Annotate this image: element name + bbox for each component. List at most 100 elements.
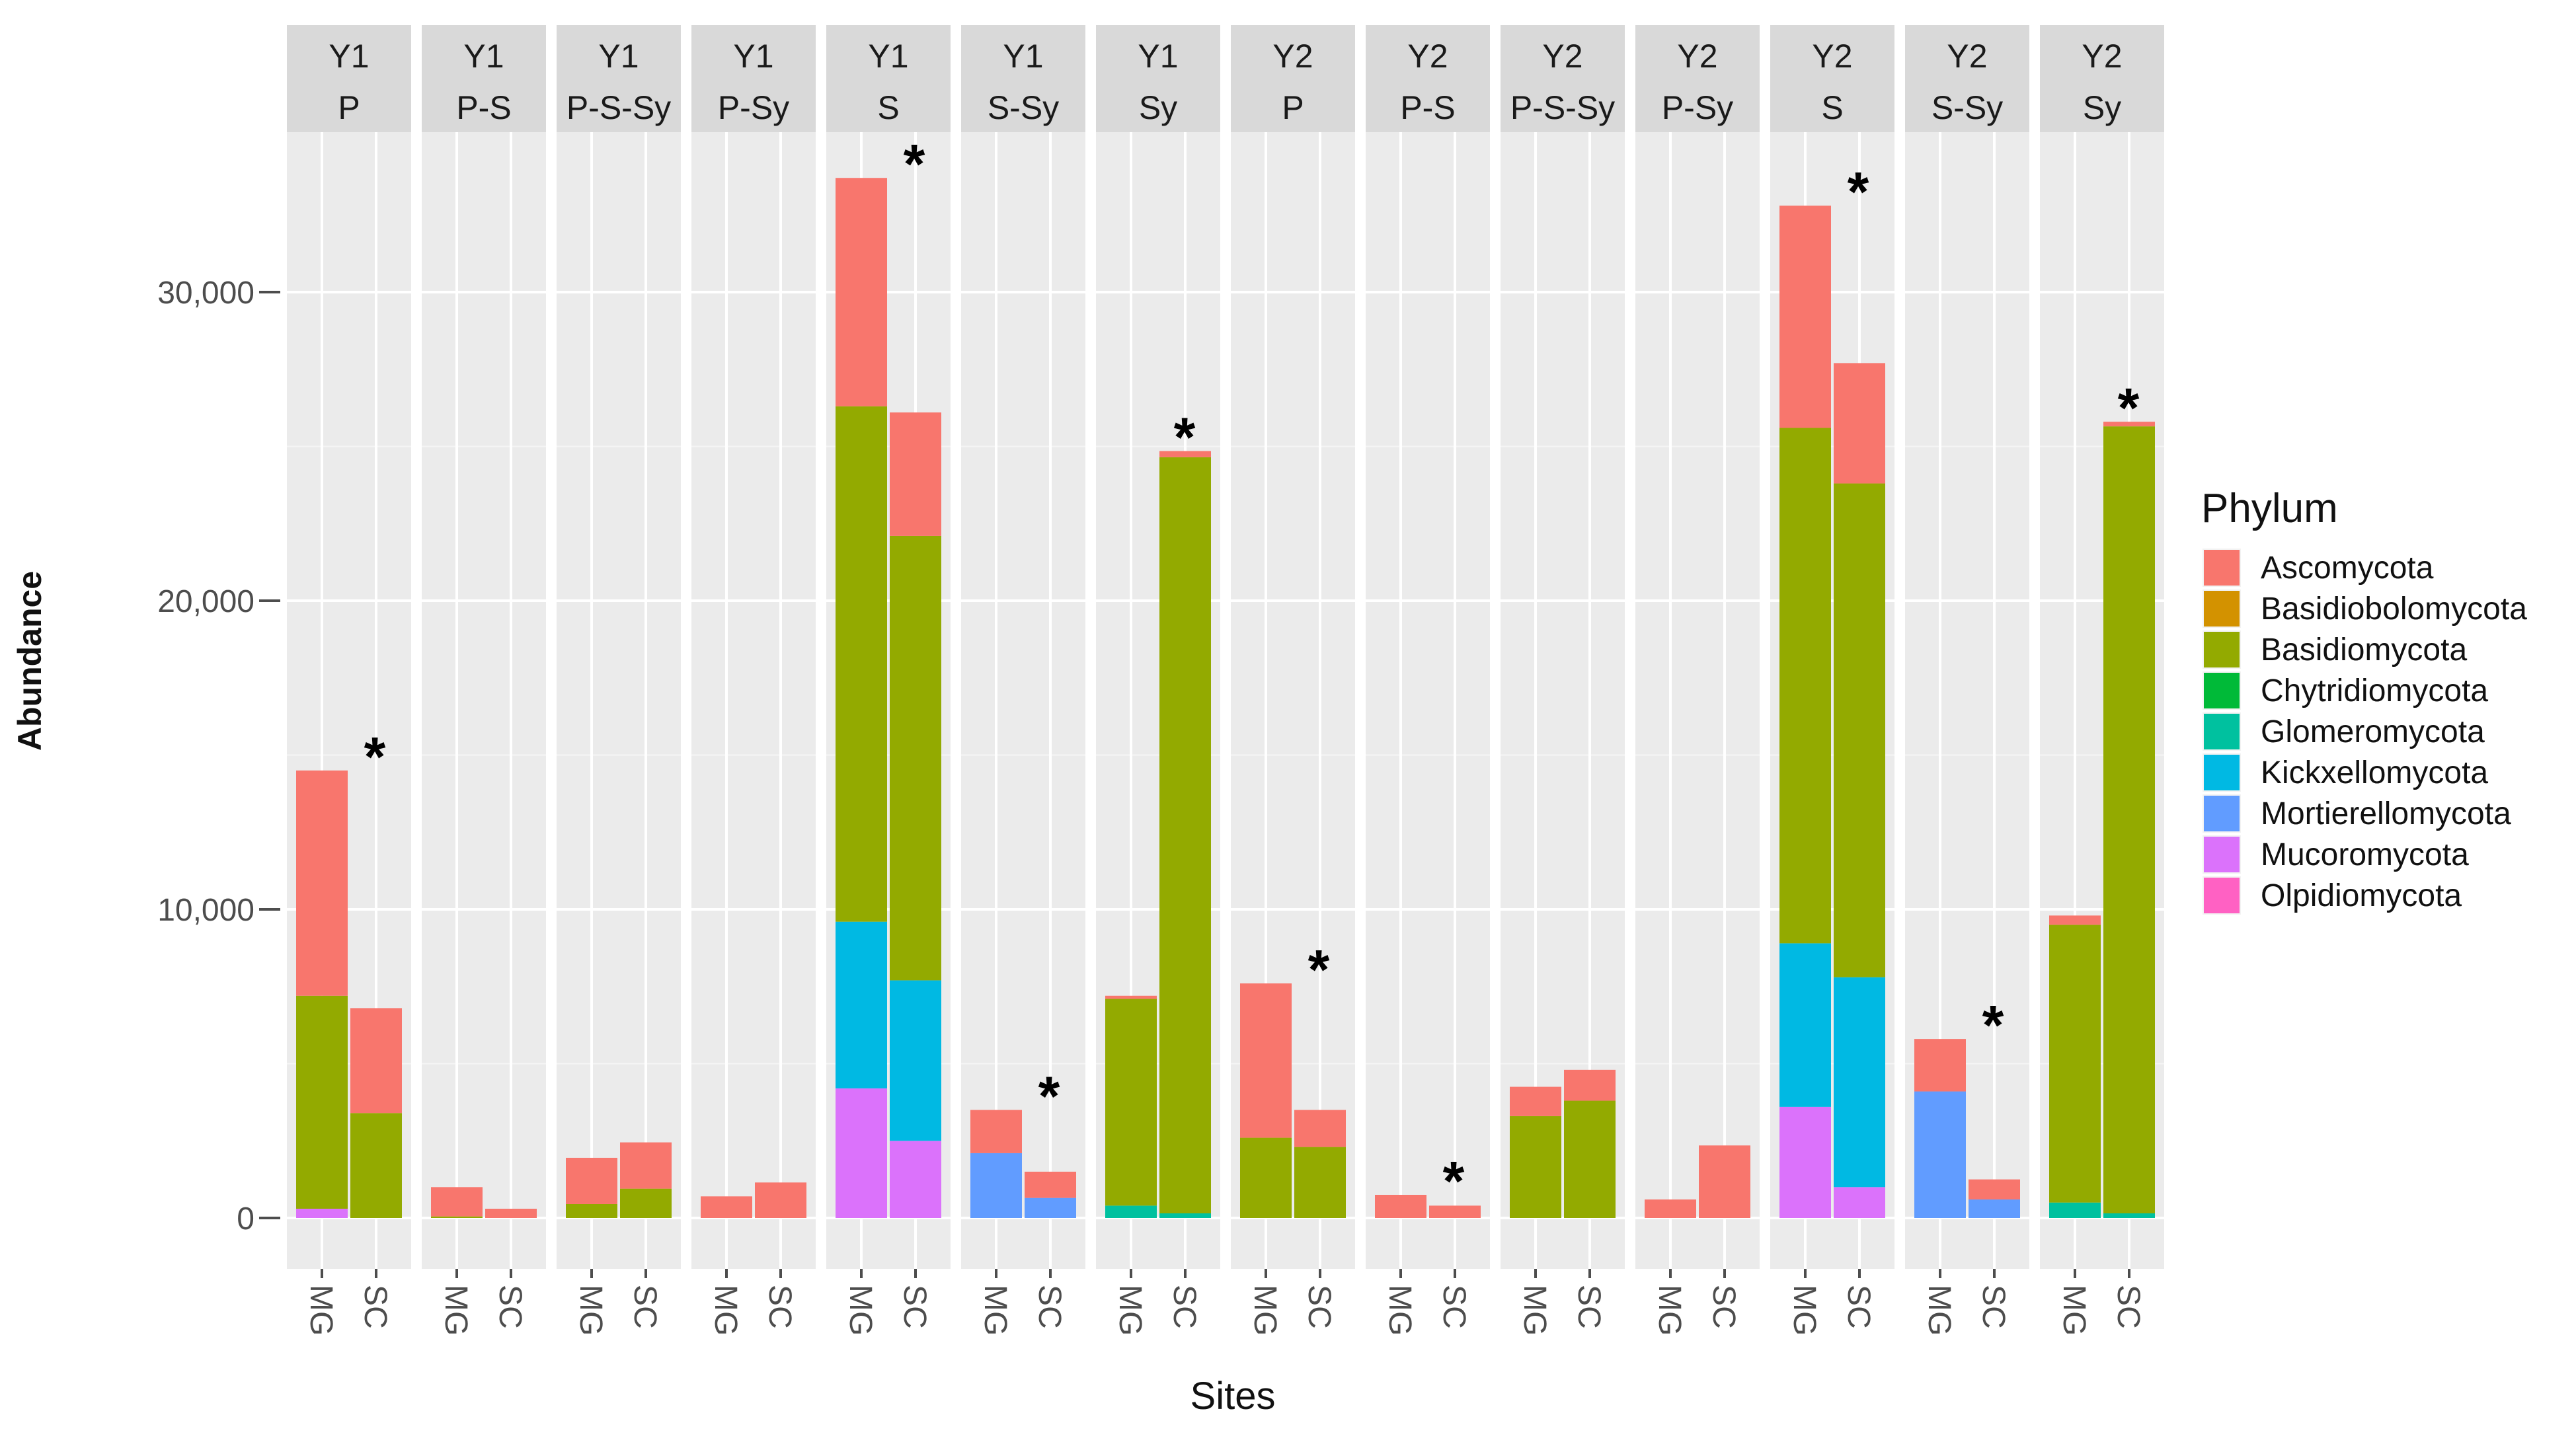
- x-tick-label-y2-sy-sc: SC: [2111, 1285, 2146, 1329]
- facet-strip-y2-p-sy: [1635, 25, 1760, 132]
- facet-strip-group-y2-p-s: P-S: [1400, 89, 1455, 126]
- legend-label-mucoromycota: Mucoromycota: [2261, 837, 2469, 872]
- x-tick-label-y1-p-sy-mg: MG: [708, 1285, 743, 1336]
- facet-strip-y1-p: [287, 25, 411, 132]
- bar-segment-y2-p-s-sc-ascomycota: [1429, 1205, 1481, 1218]
- x-tick-label-y2-s-sc: SC: [1841, 1285, 1876, 1329]
- x-tick-label-y2-p-s-sy-sc: SC: [1571, 1285, 1606, 1329]
- bar-segment-y1-p-sc-ascomycota: [350, 1008, 402, 1114]
- bar-segment-y2-p-sy-sc-ascomycota: [1699, 1145, 1750, 1218]
- legend-label-basidiobolomycota: Basidiobolomycota: [2261, 591, 2527, 627]
- facet-strip-group-y2-s: S: [1821, 89, 1843, 126]
- x-tick-label-y2-s-sy-sc: SC: [1976, 1285, 2011, 1329]
- bar-segment-y1-sy-mg-basidiomycota: [1105, 999, 1157, 1206]
- legend-label-chytridiomycota: Chytridiomycota: [2261, 673, 2488, 708]
- x-tick-label-y1-p-s-sy-mg: MG: [573, 1285, 608, 1336]
- bar-segment-y2-p-sc-basidiomycota: [1294, 1147, 1346, 1218]
- facet-strip-group-y1-sy: Sy: [1139, 89, 1177, 126]
- facet-strip-group-y1-p-sy: P-Sy: [718, 89, 789, 126]
- facet-strip-year-y1-p: Y1: [329, 38, 369, 75]
- facet-strip-group-y2-p-sy: P-Sy: [1662, 89, 1733, 126]
- x-tick-label-y2-sy-mg: MG: [2056, 1285, 2091, 1336]
- bar-segment-y2-s-sy-sc-mortierellomycota: [1969, 1199, 2020, 1218]
- x-tick-label-y1-p-sy-sc: SC: [762, 1285, 797, 1329]
- facet-strip-year-y2-sy: Y2: [2082, 38, 2122, 75]
- legend-label-olpidiomycota: Olpidiomycota: [2261, 878, 2462, 913]
- x-tick-label-y1-p-mg: MG: [303, 1285, 338, 1336]
- facet-panel-y1-p-sy: [691, 132, 816, 1269]
- legend-swatch-glomeromycota: [2204, 714, 2240, 749]
- legend-swatch-kickxellomycota: [2204, 755, 2240, 790]
- significance-star-y1-s: *: [904, 133, 925, 195]
- x-tick-label-y2-p-sy-sc: SC: [1706, 1285, 1741, 1329]
- y-tick-label-0: 0: [237, 1201, 254, 1236]
- facet-panel-y2-p-s: [1366, 132, 1490, 1269]
- bar-segment-y1-s-sc-mucoromycota: [890, 1141, 941, 1218]
- bar-segment-y2-p-s-mg-ascomycota: [1375, 1194, 1426, 1218]
- facet-strip-group-y2-s-sy: S-Sy: [1932, 89, 2003, 126]
- bar-segment-y1-p-s-sy-sc-ascomycota: [620, 1142, 672, 1189]
- x-tick-label-y1-sy-mg: MG: [1112, 1285, 1148, 1336]
- facet-strip-year-y1-s-sy: Y1: [1003, 38, 1043, 75]
- bar-segment-y2-s-sc-basidiomycota: [1834, 483, 1885, 977]
- facet-strip-year-y2-p: Y2: [1272, 38, 1313, 75]
- bar-segment-y2-sy-sc-basidiomycota: [2103, 426, 2155, 1213]
- bar-segment-y1-p-sy-mg-ascomycota: [701, 1196, 752, 1218]
- x-tick-label-y2-p-s-mg: MG: [1382, 1285, 1417, 1336]
- x-tick-label-y2-s-sy-mg: MG: [1922, 1285, 1957, 1336]
- facet-panel-y2-p-sy: [1635, 132, 1760, 1269]
- bar-segment-y2-p-sc-ascomycota: [1294, 1110, 1346, 1147]
- x-tick-label-y2-p-mg: MG: [1247, 1285, 1282, 1336]
- bar-segment-y2-p-sy-mg-ascomycota: [1645, 1199, 1696, 1218]
- legend-label-basidiomycota: Basidiomycota: [2261, 632, 2467, 667]
- facet-strip-y1-s: [826, 25, 951, 132]
- significance-star-y2-s-sy: *: [1982, 994, 2004, 1056]
- facet-strip-y2-s: [1770, 25, 1894, 132]
- x-tick-label-y1-sy-sc: SC: [1167, 1285, 1202, 1329]
- bar-segment-y1-s-sc-ascomycota: [890, 412, 941, 536]
- facet-strip-year-y1-p-s-sy: Y1: [598, 38, 639, 75]
- facet-strip-year-y2-p-s-sy: Y2: [1542, 38, 1582, 75]
- legend-swatch-mortierellomycota: [2204, 796, 2240, 831]
- x-tick-label-y1-p-s-sy-sc: SC: [627, 1285, 662, 1329]
- facet-strip-group-y1-p: P: [338, 89, 360, 126]
- facet-panel-y1-s-sy: [961, 132, 1085, 1269]
- bar-segment-y2-s-sc-kickxellomycota: [1834, 977, 1885, 1188]
- bar-segment-y2-p-mg-basidiomycota: [1240, 1137, 1292, 1218]
- legend-label-kickxellomycota: Kickxellomycota: [2261, 755, 2488, 790]
- bar-segment-y1-s-sy-mg-mortierellomycota: [970, 1153, 1022, 1218]
- facet-strip-group-y1-s-sy: S-Sy: [988, 89, 1059, 126]
- bar-segment-y1-s-sc-basidiomycota: [890, 535, 941, 981]
- x-tick-label-y2-p-s-sy-mg: MG: [1517, 1285, 1552, 1336]
- x-tick-label-y2-p-sy-mg: MG: [1652, 1285, 1687, 1336]
- facet-strip-group-y2-p-s-sy: P-S-Sy: [1510, 89, 1615, 126]
- x-tick-label-y2-p-sc: SC: [1302, 1285, 1337, 1329]
- significance-star-y2-p: *: [1308, 938, 1330, 1001]
- bar-segment-y1-s-mg-kickxellomycota: [836, 921, 887, 1088]
- bar-segment-y1-s-sy-mg-ascomycota: [970, 1110, 1022, 1153]
- bar-segment-y2-s-sy-mg-mortierellomycota: [1914, 1091, 1966, 1218]
- facet-strip-year-y2-s: Y2: [1812, 38, 1852, 75]
- bar-segment-y1-s-sc-kickxellomycota: [890, 980, 941, 1141]
- bar-segment-y1-p-s-sy-sc-basidiomycota: [620, 1188, 672, 1218]
- bar-segment-y2-sy-sc-glomeromycota: [2103, 1213, 2155, 1218]
- facet-strip-year-y1-p-sy: Y1: [733, 38, 773, 75]
- facet-strip-group-y1-s: S: [877, 89, 899, 126]
- bar-segment-y2-s-mg-kickxellomycota: [1779, 943, 1831, 1107]
- bar-segment-y1-p-mg-mucoromycota: [296, 1208, 348, 1218]
- facet-strip-group-y1-p-s-sy: P-S-Sy: [566, 89, 671, 126]
- facet-strip-y2-s-sy: [1905, 25, 2029, 132]
- facet-panel-y1-p-s: [422, 132, 546, 1269]
- facet-strip-year-y2-p-s: Y2: [1407, 38, 1448, 75]
- significance-star-y1-sy: *: [1174, 406, 1196, 469]
- legend-swatch-basidiomycota: [2204, 632, 2240, 667]
- bar-segment-y1-s-mg-mucoromycota: [836, 1088, 887, 1218]
- bar-segment-y2-p-s-sy-sc-basidiomycota: [1564, 1100, 1616, 1218]
- facet-strip-group-y2-sy: Sy: [2083, 89, 2121, 126]
- facet-strip-y2-p-s: [1366, 25, 1490, 132]
- bar-segment-y1-p-s-sc-ascomycota: [485, 1208, 537, 1218]
- bar-segment-y1-p-s-mg-basidiomycota: [431, 1216, 483, 1218]
- y-tick-label-30000: 30,000: [157, 276, 254, 311]
- facet-panel-y1-p-s-sy: [557, 132, 681, 1269]
